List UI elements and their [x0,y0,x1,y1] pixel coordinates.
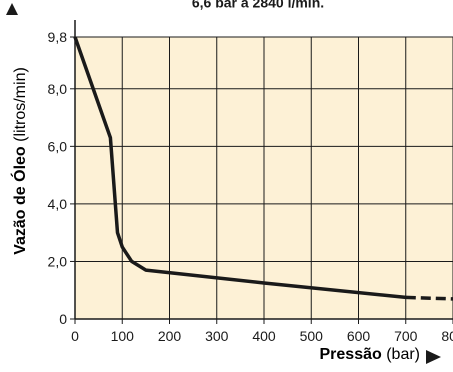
x-tick-label: 400 [252,328,276,344]
x-tick-label: 800 [441,328,453,344]
y-tick-label: 6,0 [48,138,68,154]
grid-lines [75,36,453,319]
y-tick-label: 2,0 [48,253,68,269]
flow-curve-dashed [405,295,453,301]
y-axis-label: Vazão de Óleo (litros/min) [10,67,29,255]
x-tick-label: 700 [394,328,418,344]
y-tick-label: 0 [59,311,67,327]
flow-curve [73,36,406,300]
x-axis-arrow-icon [426,350,441,364]
x-tick-label: 100 [111,328,135,344]
x-tick-label: 200 [158,328,182,344]
y-axis-arrow-icon [6,3,18,15]
axis-arrows [6,3,441,364]
x-axis-label: Pressão (bar) [320,346,421,363]
axes [70,20,453,324]
y-tick-label: 9,8 [48,29,68,45]
y-axis-label-bold: Vazão de Óleo [10,146,29,255]
y-tick-label: 4,0 [48,196,68,212]
x-tick-label: 0 [71,328,79,344]
chart-title: 6,6 bar a 2840 l/min. [192,0,324,11]
tick-labels: 0 100 200 300 400 500 600 700 800 0 2,0 4,0 6,0 8,0 9,… [48,29,453,344]
x-tick-label: 300 [205,328,229,344]
y-axis-label-unit: (litros/min) [12,67,29,146]
x-axis-label-unit: (bar) [382,346,420,363]
x-axis-label-bold: Pressão [320,346,382,363]
data-series [73,36,453,301]
y-tick-label: 8,0 [48,81,68,97]
x-tick-label: 500 [300,328,324,344]
x-tick-label: 600 [347,328,371,344]
